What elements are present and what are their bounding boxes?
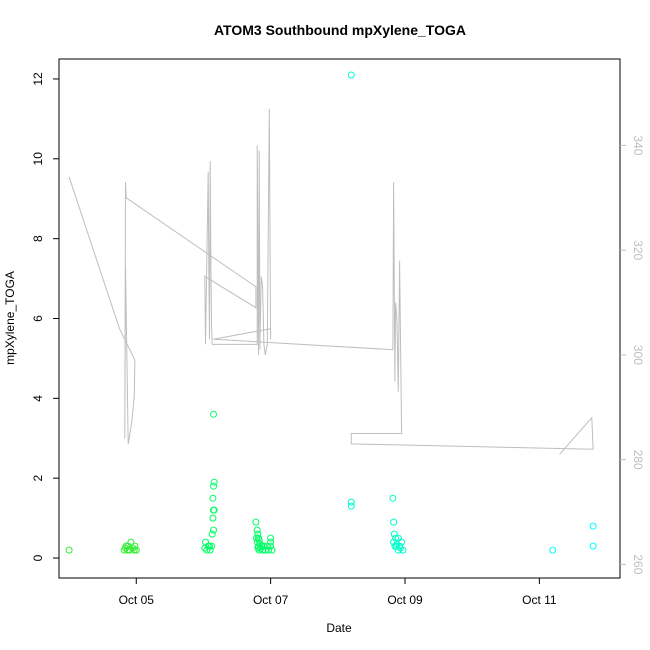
data-point (268, 546, 276, 554)
y-tick-label: 4 (31, 395, 45, 402)
data-point (347, 498, 355, 506)
y-axis-label: mpXylene_TOGA (3, 271, 17, 365)
data-point (394, 546, 402, 554)
y2-tick-label: 280 (631, 450, 645, 470)
x-axis: Oct 05 Oct 07 Oct 09 Oct 11 (119, 578, 557, 607)
y2-axis: 260 280 300 320 340 (620, 135, 645, 575)
data-point (267, 542, 275, 550)
x-tick-label: Oct 07 (253, 593, 289, 607)
data-point (132, 546, 140, 554)
data-point (210, 478, 218, 486)
data-point (206, 542, 213, 550)
data-point (120, 546, 128, 554)
secondary-series-line (68, 108, 594, 455)
data-point (396, 544, 404, 552)
data-point (589, 522, 597, 530)
y-tick-label: 12 (31, 72, 45, 86)
data-point (127, 538, 135, 546)
x-tick-label: Oct 11 (522, 593, 557, 607)
y-tick-label: 8 (31, 235, 45, 242)
data-point (210, 506, 217, 514)
data-point (208, 530, 216, 538)
data-point (208, 542, 215, 550)
data-point (131, 542, 139, 550)
y-axis: 0 2 4 6 8 10 12 (31, 72, 59, 561)
data-point (253, 526, 261, 534)
data-point (65, 546, 73, 554)
data-point (210, 482, 217, 490)
data-point (130, 546, 138, 554)
data-point (267, 534, 275, 542)
y-tick-label: 0 (31, 554, 45, 561)
data-point (129, 544, 137, 552)
y2-tick-label: 300 (631, 345, 645, 365)
y-tick-label: 6 (31, 315, 45, 322)
plot-frame (58, 58, 621, 579)
data-point (261, 546, 269, 554)
data-point (126, 546, 133, 554)
data-point (254, 544, 262, 552)
data-point (252, 518, 260, 526)
data-point (589, 542, 597, 550)
data-point (267, 538, 275, 546)
data-point (390, 518, 398, 526)
y-tick-label: 10 (31, 152, 45, 166)
points-layer (65, 71, 597, 554)
chart-title: ATOM3 Southbound mpXylene_TOGA (214, 22, 466, 38)
data-point (347, 502, 355, 510)
data-point (260, 542, 268, 550)
x-tick-label: Oct 09 (387, 593, 423, 607)
data-point (209, 514, 217, 522)
data-point (347, 71, 355, 79)
data-point (258, 542, 266, 550)
data-point (390, 530, 398, 538)
x-axis-label: Date (326, 621, 352, 635)
data-point (549, 546, 557, 554)
data-point (209, 494, 217, 502)
data-point (265, 546, 273, 554)
y2-tick-label: 320 (631, 240, 645, 260)
data-point (210, 526, 217, 534)
y2-tick-label: 340 (631, 135, 645, 155)
data-point (206, 546, 214, 554)
y-tick-label: 2 (31, 475, 45, 482)
data-point (389, 494, 397, 502)
x-tick-label: Oct 05 (119, 593, 155, 607)
secondary-series-layer (68, 108, 594, 455)
data-point (210, 410, 217, 418)
data-point (392, 542, 400, 550)
y2-tick-label: 260 (631, 554, 645, 574)
